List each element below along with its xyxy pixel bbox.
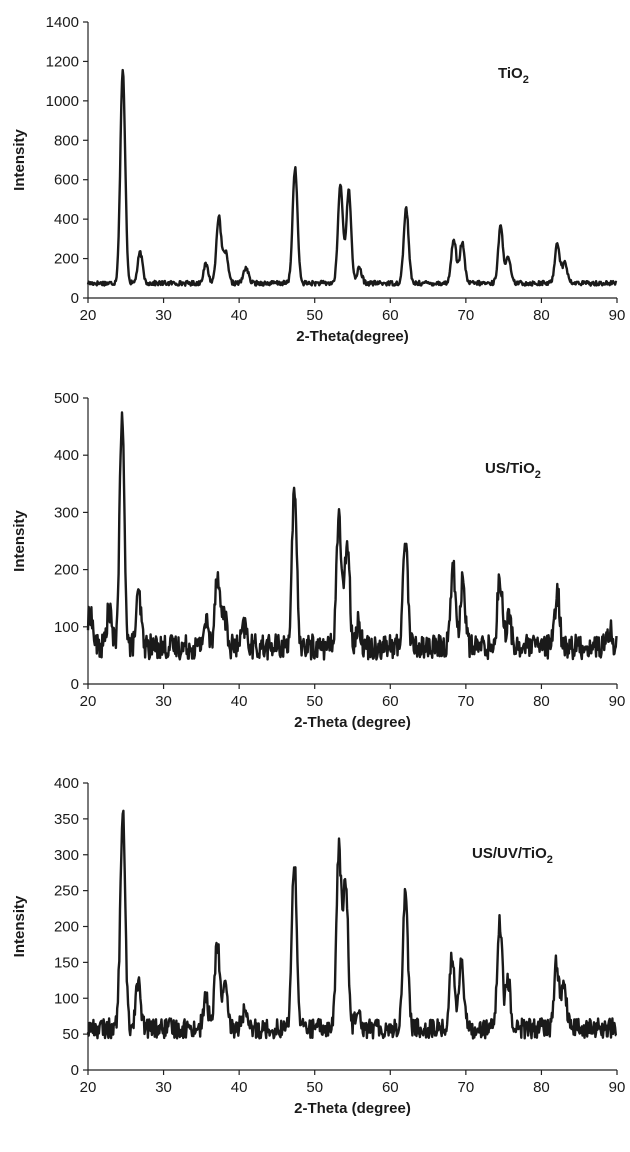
y-tick-label: 1400	[46, 14, 79, 31]
y-tick-label: 0	[71, 290, 79, 307]
y-tick-label: 0	[71, 1062, 79, 1079]
y-tick-label: 600	[54, 172, 79, 189]
y-tick-label: 150	[54, 954, 79, 971]
x-tick-label: 80	[533, 693, 550, 710]
x-tick-label: 60	[382, 1079, 399, 1096]
chart-panel-3: 0 50 100 150 200 250 300 350 400 20 30 40 50 60 70 80 90…	[11, 775, 625, 1117]
x-tick-label: 90	[609, 1079, 626, 1096]
y-axis-title: Intensity	[11, 510, 28, 572]
chart-panel-2: 0 100 200 300 400 500 20 30 40 50 60 70 80 90 2-Theta …	[11, 390, 625, 731]
x-tick-label: 20	[80, 307, 97, 324]
y-tick-label: 400	[54, 211, 79, 228]
sample-label: TiO2	[498, 65, 529, 86]
y-tick-label: 1200	[46, 53, 79, 70]
xrd-trace	[86, 411, 618, 661]
y-tick-label: 100	[54, 619, 79, 636]
x-tick-label: 70	[458, 307, 475, 324]
x-tick-label: 60	[382, 307, 399, 324]
x-tick-label: 40	[231, 1079, 248, 1096]
y-tick-label: 350	[54, 811, 79, 828]
y-tick-label: 300	[54, 504, 79, 521]
x-tick-label: 70	[458, 1079, 475, 1096]
y-axis-title: Intensity	[11, 129, 28, 191]
y-tick-label: 200	[54, 919, 79, 936]
x-tick-label: 40	[231, 693, 248, 710]
y-tick-label: 200	[54, 251, 79, 268]
y-tick-label: 100	[54, 990, 79, 1007]
y-tick-label: 1000	[46, 93, 79, 110]
x-tick-label: 50	[306, 1079, 323, 1096]
x-tick-label: 70	[458, 693, 475, 710]
x-tick-label: 90	[609, 307, 626, 324]
x-axis-title: 2-Theta (degree)	[294, 714, 411, 731]
y-tick-label: 500	[54, 390, 79, 407]
sample-label: US/TiO2	[485, 460, 541, 481]
sample-label: US/UV/TiO2	[472, 845, 553, 866]
x-tick-label: 80	[533, 307, 550, 324]
y-tick-label: 800	[54, 132, 79, 149]
x-tick-label: 20	[80, 693, 97, 710]
x-tick-label: 40	[231, 307, 248, 324]
xrd-trace	[86, 68, 618, 287]
y-tick-label: 50	[62, 1026, 79, 1043]
y-tick-label: 400	[54, 775, 79, 792]
xrd-trace	[86, 809, 617, 1040]
x-tick-label: 20	[80, 1079, 97, 1096]
x-tick-label: 50	[306, 693, 323, 710]
y-tick-label: 250	[54, 883, 79, 900]
x-tick-label: 90	[609, 693, 626, 710]
x-tick-label: 50	[306, 307, 323, 324]
y-tick-label: 200	[54, 562, 79, 579]
x-tick-label: 80	[533, 1079, 550, 1096]
x-axis-title: 2-Theta (degree)	[294, 1100, 411, 1117]
chart-panel-1: 0 200 400 600 800 1000 1200 1400 20 30 40 50 60 70 80 9…	[11, 14, 625, 345]
y-tick-label: 300	[54, 847, 79, 864]
y-tick-label: 0	[71, 676, 79, 693]
x-tick-label: 60	[382, 693, 399, 710]
x-tick-label: 30	[155, 693, 172, 710]
x-tick-label: 30	[155, 307, 172, 324]
y-axis-title: Intensity	[11, 895, 28, 957]
y-tick-label: 400	[54, 447, 79, 464]
x-tick-label: 30	[155, 1079, 172, 1096]
x-axis-title: 2-Theta(degree)	[296, 328, 409, 345]
